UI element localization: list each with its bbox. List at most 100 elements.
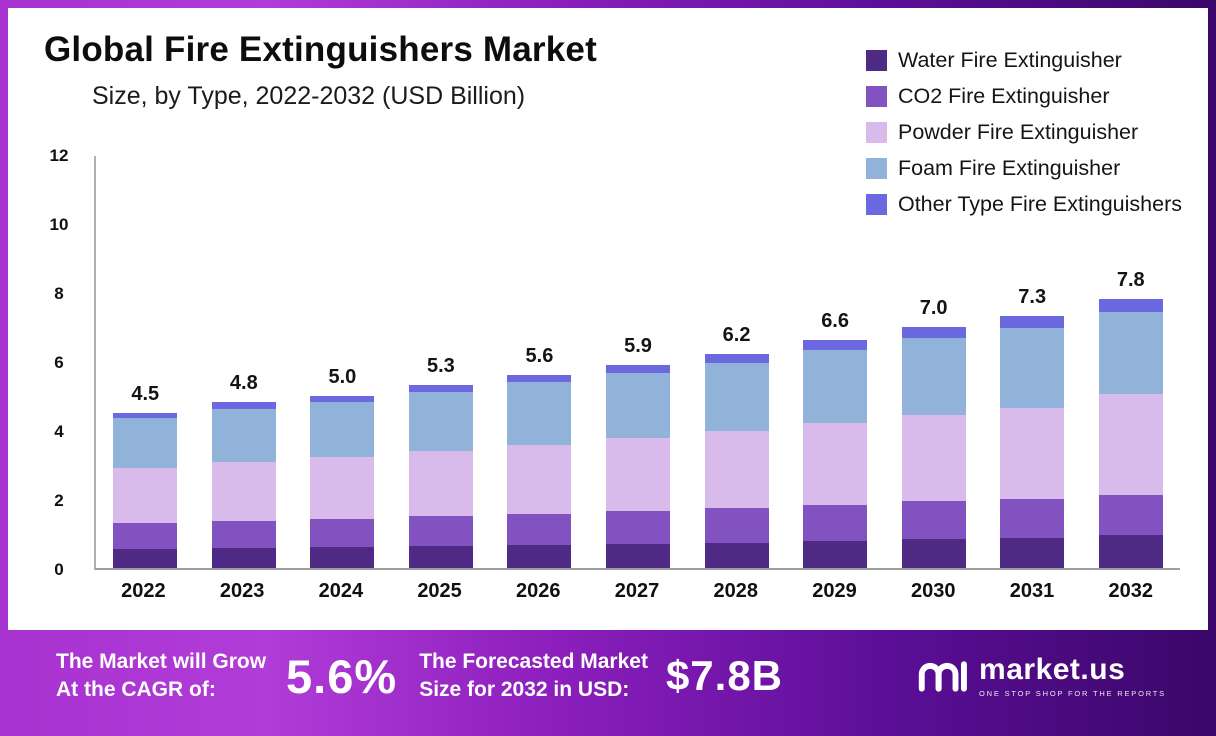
bar-2027: 5.9 xyxy=(589,154,688,568)
legend-label: Water Fire Extinguisher xyxy=(897,48,1122,72)
segment-powder-fire-extinguisher xyxy=(408,450,473,517)
segment-other-type-fire-extinguishers xyxy=(310,395,375,402)
y-tick-10: 10 xyxy=(49,215,69,234)
segment-powder-fire-extinguisher xyxy=(606,437,670,511)
y-tick-6: 6 xyxy=(54,353,64,372)
forecast-value: $7.8B xyxy=(665,652,784,699)
segment-co2-fire-extinguisher xyxy=(704,508,769,543)
segment-powder-fire-extinguisher xyxy=(901,414,966,502)
segment-co2-fire-extinguisher xyxy=(606,510,670,544)
plot-area: 4.5 4.8 5.0 5.3 5.6 5.9 6.2 6.6 7.0 7.3 7.8 xyxy=(94,156,1180,570)
x-label-2028: 2028 xyxy=(713,580,759,602)
segment-foam-fire-extinguisher xyxy=(211,408,276,462)
bar-value-label: 5.3 xyxy=(427,355,455,378)
segment-co2-fire-extinguisher xyxy=(211,520,276,548)
segment-other-type-fire-extinguishers xyxy=(606,364,670,373)
bar-value-label: 5.0 xyxy=(328,365,357,388)
bar-value-label: 6.2 xyxy=(722,324,751,347)
y-tick-8: 8 xyxy=(54,284,64,303)
segment-powder-fire-extinguisher xyxy=(310,457,375,520)
bar-value-label: 7.8 xyxy=(1116,268,1145,291)
legend-item-foam-fire-extinguisher: Foam Fire Extinguisher xyxy=(865,156,1182,181)
bar-stack xyxy=(211,402,276,568)
segment-water-fire-extinguisher xyxy=(901,539,966,568)
segment-other-type-fire-extinguishers xyxy=(507,374,572,383)
segment-powder-fire-extinguisher xyxy=(704,431,769,508)
y-tick-0: 0 xyxy=(54,560,64,579)
bar-value-label: 4.8 xyxy=(229,372,258,395)
legend-swatch xyxy=(865,122,887,143)
segment-co2-fire-extinguisher xyxy=(1098,494,1163,536)
segment-foam-fire-extinguisher xyxy=(803,350,868,423)
bar-stack xyxy=(113,412,178,568)
x-label-2026: 2026 xyxy=(516,580,561,602)
segment-foam-fire-extinguisher xyxy=(113,417,178,468)
segment-co2-fire-extinguisher xyxy=(310,519,375,548)
legend-item-water-fire-extinguisher: Water Fire Extinguisher xyxy=(865,48,1182,73)
segment-other-type-fire-extinguishers xyxy=(113,412,178,418)
bar-value-label: 6.6 xyxy=(821,310,849,333)
segment-water-fire-extinguisher xyxy=(803,541,868,568)
footer-banner: The Market will Grow At the CAGR of: 5.6… xyxy=(8,630,1208,728)
bar-2028: 6.2 xyxy=(687,154,786,568)
segment-other-type-fire-extinguishers xyxy=(408,385,473,393)
segment-co2-fire-extinguisher xyxy=(1000,498,1065,538)
bar-value-label: 5.6 xyxy=(525,344,554,367)
forecast-label: The Forecasted Market Size for 2032 in U… xyxy=(419,648,648,703)
x-label-2032: 2032 xyxy=(1108,580,1153,602)
bar-2030: 7.0 xyxy=(884,154,983,568)
bar-stack xyxy=(1098,298,1163,568)
brand-text: market.us ONE STOP SHOP FOR THE REPORTS xyxy=(979,654,1166,698)
segment-other-type-fire-extinguishers xyxy=(211,402,276,409)
segment-powder-fire-extinguisher xyxy=(507,444,572,514)
bar-stack xyxy=(408,385,473,568)
segment-other-type-fire-extinguishers xyxy=(704,354,769,364)
chart-title: Global Fire Extinguishers Market xyxy=(44,30,597,69)
segment-co2-fire-extinguisher xyxy=(901,501,966,540)
brand-logo: market.us ONE STOP SHOP FOR THE REPORTS xyxy=(915,654,1166,698)
bar-stack xyxy=(507,374,572,568)
segment-powder-fire-extinguisher xyxy=(113,467,178,524)
legend-label: Other Type Fire Extinguishers xyxy=(897,192,1182,216)
segment-water-fire-extinguisher xyxy=(310,547,375,568)
segment-foam-fire-extinguisher xyxy=(1098,311,1163,394)
x-label-2029: 2029 xyxy=(812,580,857,602)
legend-swatch xyxy=(865,50,887,71)
segment-water-fire-extinguisher xyxy=(1098,535,1163,568)
bar-2026: 5.6 xyxy=(490,154,589,568)
segment-foam-fire-extinguisher xyxy=(310,401,375,458)
forecast-label-line2: Size for 2032 in USD: xyxy=(419,678,630,701)
legend-item-other-type-fire-extinguishers: Other Type Fire Extinguishers xyxy=(865,192,1182,217)
legend-label: Foam Fire Extinguisher xyxy=(897,156,1121,180)
bar-value-label: 5.9 xyxy=(624,334,652,357)
bar-stack xyxy=(704,354,769,568)
segment-water-fire-extinguisher xyxy=(507,545,572,568)
x-axis-labels: 2022 2023 2024 2025 2026 2027 2028 2029 2030 2031… xyxy=(94,580,1180,603)
segment-water-fire-extinguisher xyxy=(704,542,769,568)
segment-other-type-fire-extinguishers xyxy=(1098,298,1163,312)
segment-water-fire-extinguisher xyxy=(1000,537,1065,568)
segment-foam-fire-extinguisher xyxy=(704,363,769,432)
segment-co2-fire-extinguisher xyxy=(408,516,473,547)
marketus-logo-icon xyxy=(918,661,967,692)
segment-powder-fire-extinguisher xyxy=(1000,407,1065,499)
segment-powder-fire-extinguisher xyxy=(211,461,276,521)
segment-co2-fire-extinguisher xyxy=(113,523,178,549)
bar-2023: 4.8 xyxy=(195,154,294,568)
bar-stack xyxy=(901,326,966,568)
legend-swatch xyxy=(865,194,887,215)
bar-stack xyxy=(606,364,670,568)
bar-value-label: 7.0 xyxy=(919,296,948,319)
legend-label: Powder Fire Extinguisher xyxy=(897,120,1139,144)
brand-tagline: ONE STOP SHOP FOR THE REPORTS xyxy=(979,688,1166,698)
x-label-2025: 2025 xyxy=(417,580,462,602)
segment-water-fire-extinguisher xyxy=(211,548,276,568)
segment-powder-fire-extinguisher xyxy=(1098,393,1163,495)
bar-2022: 4.5 xyxy=(96,154,195,568)
bar-value-label: 7.3 xyxy=(1018,286,1047,309)
cagr-label-line2: At the CAGR of: xyxy=(56,678,216,701)
bar-2032: 7.8 xyxy=(1081,154,1180,568)
legend: Water Fire Extinguisher CO2 Fire Extingui… xyxy=(865,48,1182,217)
segment-foam-fire-extinguisher xyxy=(1000,327,1065,408)
segment-foam-fire-extinguisher xyxy=(901,337,966,415)
